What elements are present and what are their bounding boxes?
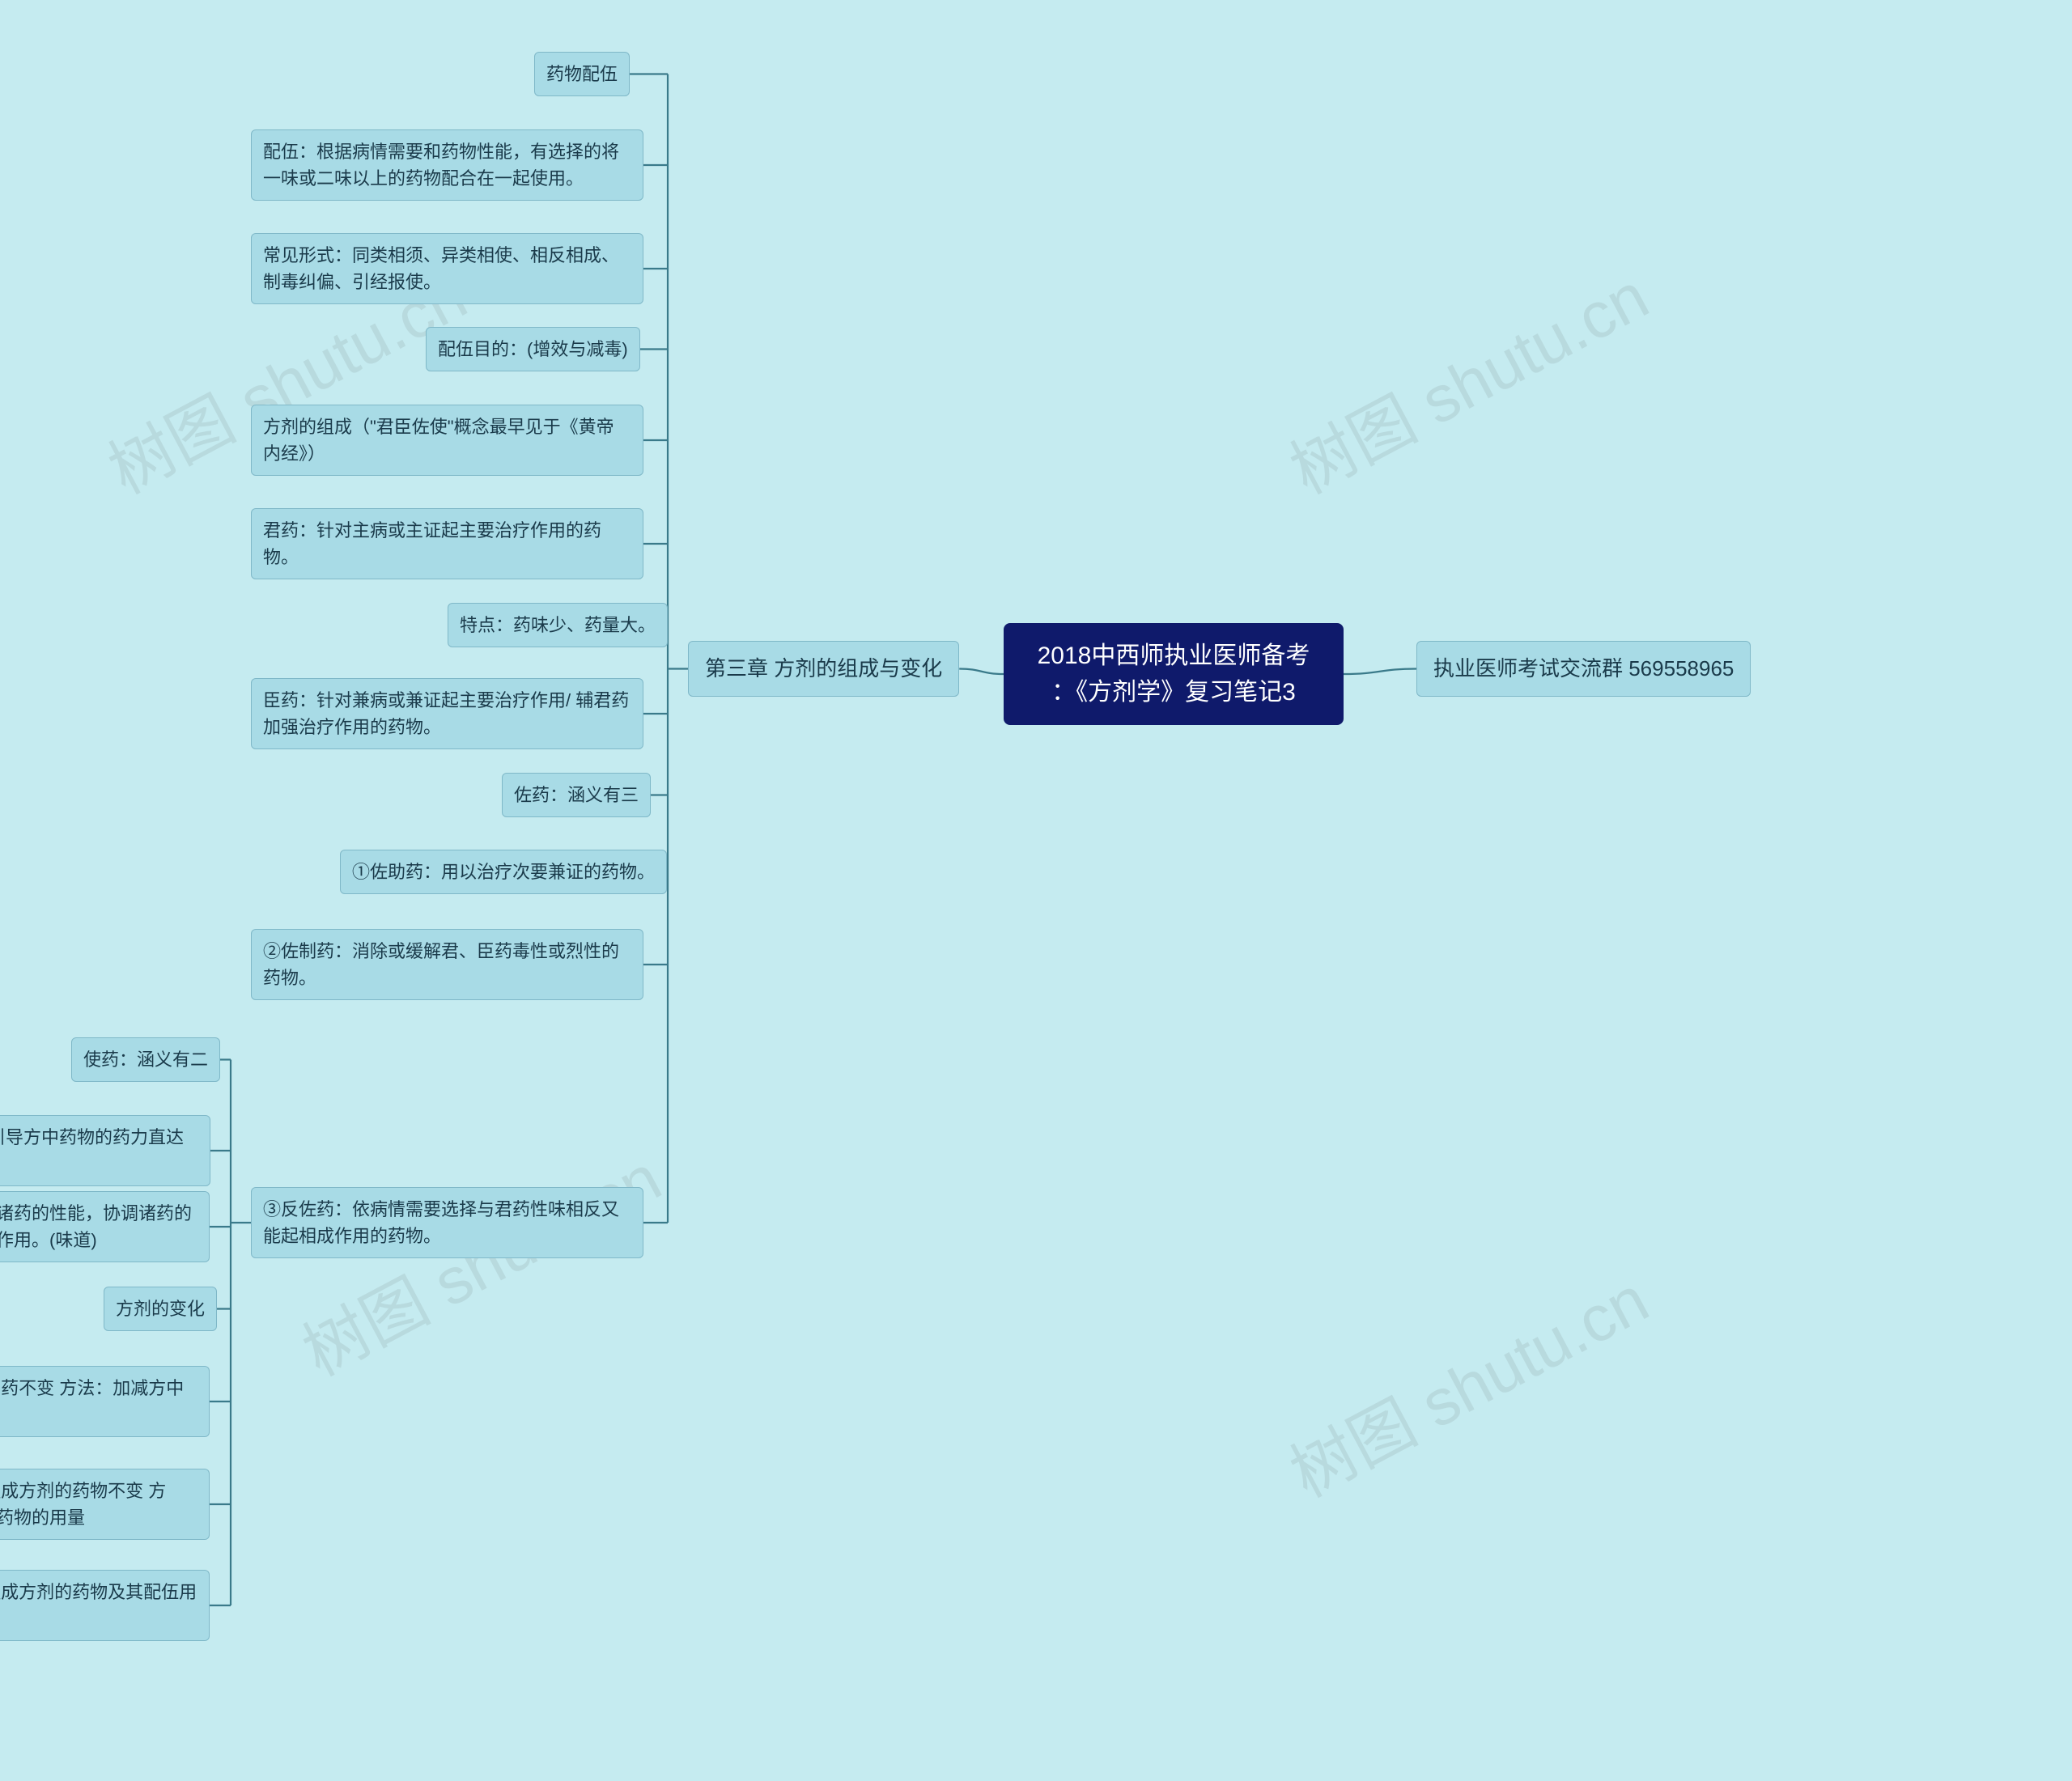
left-branch-chapter[interactable]: 第三章 方剂的组成与变化: [688, 641, 959, 697]
leaf-b6[interactable]: 剂型的变化 前提：组成方剂的药物及其配伍用量比例不变。: [0, 1570, 210, 1641]
root-line2: ：《方剂学》复习笔记3: [1051, 679, 1296, 706]
leaf-a2[interactable]: 常见形式：同类相须、异类相使、相反相成、制毒纠偏、引经报使。: [251, 233, 643, 304]
leaf-a9[interactable]: ①佐助药：用以治疗次要兼证的药物。: [340, 850, 667, 894]
root-line1: 2018中西师执业医师备考: [1038, 642, 1310, 669]
bridge-node[interactable]: ③反佐药：依病情需要选择与君药性味相反又能起相成作用的药物。: [251, 1187, 643, 1258]
leaf-a7[interactable]: 臣药：针对兼病或兼证起主要治疗作用/ 辅君药加强治疗作用的药物。: [251, 678, 643, 749]
watermark: 树图 shutu.cn: [1272, 245, 1662, 512]
right-branch[interactable]: 执业医师考试交流群 569558965: [1416, 641, 1751, 697]
watermark: 树图 shutu.cn: [284, 1127, 674, 1394]
leaf-b5[interactable]: 药量的加减 前提：组成方剂的药物不变 方法：增加或减少方中药物的用量: [0, 1469, 210, 1540]
leaf-a8[interactable]: 佐药：涵义有三: [502, 773, 651, 817]
leaf-a4[interactable]: 方剂的组成（"君臣佐使"概念最早见于《黄帝内经》）: [251, 405, 643, 476]
leaf-b3[interactable]: 方剂的变化: [104, 1287, 217, 1331]
leaf-b2[interactable]: 调和药：能调和方中诸药的性能，协调诸药的相互作用或起到矫味作用。(味道): [0, 1191, 210, 1262]
leaf-b4[interactable]: 药味的增损 前提：君药不变 方法：加减方中药物: [0, 1366, 210, 1437]
leaf-a5[interactable]: 君药：针对主病或主证起主要治疗作用的药物。: [251, 508, 643, 579]
leaf-b1[interactable]: 引经药：能引导方中药物的药力直达病所。: [0, 1115, 210, 1186]
leaf-a0[interactable]: 药物配伍: [534, 52, 630, 96]
leaf-a1[interactable]: 配伍：根据病情需要和药物性能，有选择的将一味或二味以上的药物配合在一起使用。: [251, 129, 643, 201]
leaf-a3[interactable]: 配伍目的：(增效与减毒): [426, 327, 640, 371]
leaf-b0[interactable]: 使药：涵义有二: [71, 1037, 220, 1082]
leaf-a10[interactable]: ②佐制药：消除或缓解君、臣药毒性或烈性的药物。: [251, 929, 643, 1000]
leaf-a6[interactable]: 特点：药味少、药量大。: [448, 603, 668, 647]
root-node[interactable]: 2018中西师执业医师备考 ：《方剂学》复习笔记3: [1004, 623, 1344, 725]
watermark: 树图 shutu.cn: [1272, 1249, 1662, 1516]
